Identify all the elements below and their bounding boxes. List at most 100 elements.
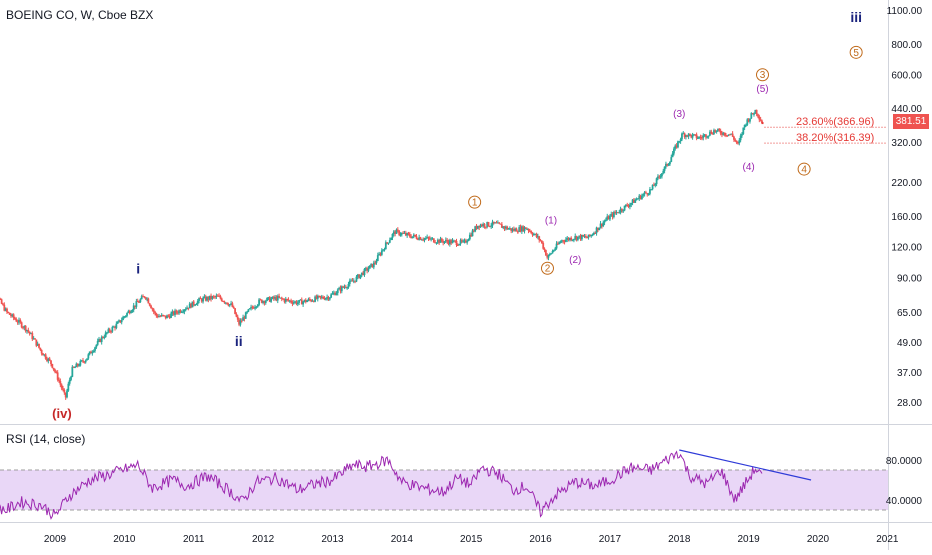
candle-body bbox=[444, 239, 447, 242]
candle-body bbox=[423, 238, 426, 240]
candle-body bbox=[402, 232, 405, 234]
candle bbox=[595, 226, 598, 236]
candle bbox=[568, 237, 571, 242]
candle-body bbox=[36, 343, 39, 346]
candle bbox=[426, 234, 429, 239]
candle-body bbox=[725, 135, 727, 137]
candle bbox=[462, 239, 465, 244]
candle-body bbox=[324, 298, 327, 300]
candle-body bbox=[256, 304, 259, 307]
candle-body bbox=[262, 301, 264, 303]
candle-body bbox=[703, 134, 706, 136]
candle bbox=[184, 307, 187, 312]
candle-body bbox=[280, 297, 283, 299]
candle-body bbox=[16, 321, 19, 323]
candle-body bbox=[19, 319, 22, 323]
candle-body bbox=[98, 339, 100, 342]
candle-body bbox=[394, 231, 397, 234]
candle bbox=[47, 357, 50, 364]
candle-body bbox=[158, 316, 160, 318]
candle-body bbox=[655, 178, 658, 185]
candle-body bbox=[559, 241, 562, 243]
price-tick-label: 220.00 bbox=[891, 178, 922, 189]
candle bbox=[154, 310, 156, 316]
candle-body bbox=[115, 323, 118, 329]
candle-body bbox=[478, 225, 481, 228]
candle-body bbox=[496, 222, 499, 224]
wave-label: (1) bbox=[545, 215, 557, 226]
candle bbox=[186, 305, 188, 310]
candle bbox=[419, 236, 422, 241]
candle bbox=[103, 334, 106, 340]
candle-body bbox=[737, 142, 739, 144]
candle bbox=[590, 234, 593, 238]
candle bbox=[250, 304, 252, 311]
candle-body bbox=[32, 338, 35, 340]
candle-body bbox=[598, 227, 601, 231]
candle-body bbox=[615, 212, 618, 214]
candle bbox=[150, 304, 152, 309]
candle bbox=[332, 290, 335, 296]
candle-body bbox=[255, 306, 258, 308]
candle-body bbox=[375, 260, 378, 263]
candle-body bbox=[147, 298, 150, 304]
candle bbox=[486, 221, 489, 229]
candle-body bbox=[671, 153, 674, 158]
candle bbox=[542, 241, 545, 250]
candle-body bbox=[448, 240, 451, 245]
candle-body bbox=[206, 297, 208, 301]
candle-body bbox=[315, 296, 318, 299]
candle-body bbox=[83, 361, 86, 363]
price-tick-label: 800.00 bbox=[891, 40, 922, 51]
candle-body bbox=[364, 268, 367, 270]
candle-body bbox=[522, 226, 525, 232]
candle bbox=[387, 242, 390, 245]
candle-body bbox=[2, 303, 4, 305]
candle bbox=[378, 251, 381, 256]
candle bbox=[295, 300, 298, 306]
candle bbox=[515, 227, 518, 232]
candle bbox=[319, 295, 322, 300]
candle bbox=[659, 173, 662, 179]
candle bbox=[634, 198, 637, 204]
candle bbox=[360, 272, 363, 278]
candle bbox=[420, 238, 423, 241]
candle bbox=[502, 225, 505, 230]
candle-body bbox=[291, 302, 294, 304]
candle bbox=[307, 297, 310, 302]
candle bbox=[470, 232, 473, 238]
candle bbox=[95, 344, 98, 350]
candle bbox=[55, 370, 58, 374]
candle-body bbox=[195, 304, 198, 306]
candle bbox=[404, 230, 407, 237]
candle-body bbox=[236, 316, 239, 320]
candle-body bbox=[462, 240, 465, 242]
candle-body bbox=[500, 224, 503, 228]
candle bbox=[251, 305, 254, 310]
candle bbox=[746, 118, 749, 127]
candle-body bbox=[693, 134, 695, 136]
candle bbox=[613, 210, 615, 219]
candle bbox=[298, 299, 301, 306]
candle-body bbox=[143, 296, 146, 298]
candle-body bbox=[167, 315, 170, 317]
candle bbox=[487, 221, 490, 227]
candle bbox=[407, 231, 410, 236]
candle bbox=[176, 310, 179, 315]
candle-body bbox=[399, 234, 402, 236]
candle-body bbox=[220, 298, 223, 302]
candle bbox=[271, 296, 274, 300]
candle bbox=[686, 134, 689, 138]
candle bbox=[346, 286, 349, 290]
candle-body bbox=[406, 232, 409, 236]
candle bbox=[48, 356, 51, 362]
candle bbox=[625, 203, 627, 208]
candle-body bbox=[589, 234, 591, 237]
candle bbox=[730, 133, 733, 135]
candle bbox=[99, 338, 102, 343]
candle bbox=[336, 288, 339, 296]
candle bbox=[694, 134, 697, 137]
candle bbox=[19, 318, 22, 324]
